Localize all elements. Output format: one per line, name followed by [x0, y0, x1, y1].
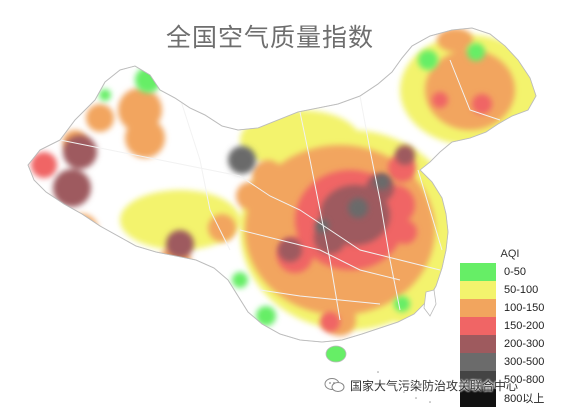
legend-label: 800以上	[504, 393, 545, 405]
legend-item: 300-500	[460, 353, 560, 371]
map-title: 全国空气质量指数	[165, 23, 374, 52]
legend-label: 150-200	[504, 320, 545, 332]
legend-label: 50-100	[504, 284, 539, 296]
legend-swatch	[460, 317, 496, 335]
china-outline	[27, 27, 537, 343]
legend-label: 300-500	[504, 356, 545, 368]
legend-title: AQI	[500, 248, 520, 260]
wechat-icon	[324, 378, 345, 392]
legend-label: 100-150	[504, 302, 545, 314]
legend-item: 0-50	[460, 263, 560, 281]
legend-swatch	[460, 371, 496, 389]
legend-label: 500-800	[504, 374, 545, 386]
legend-item: 150-200	[460, 317, 560, 335]
legend-label: 0-50	[504, 266, 527, 278]
legend-item: 800以上	[460, 389, 560, 407]
legend-swatch	[460, 353, 496, 371]
legend-swatch	[460, 389, 496, 407]
hainan-island	[325, 345, 347, 363]
legend-item: 50-100	[460, 281, 560, 299]
legend-swatch	[460, 335, 496, 353]
legend-swatch	[460, 263, 496, 281]
aqi-legend: AQI 0-50 50-100 100-150 150-200 200-300 300-5…	[460, 248, 560, 407]
legend-item: 100-150	[460, 299, 560, 317]
legend-item: 200-300	[460, 335, 560, 353]
watermark: 国家大气污染防治攻关联合中心	[324, 375, 518, 395]
legend-label: 200-300	[504, 338, 545, 350]
legend-swatch	[460, 299, 496, 317]
south-sea-islands	[377, 371, 431, 403]
legend-swatch	[460, 281, 496, 299]
legend-item: 500-800	[460, 371, 560, 389]
province-boundaries	[59, 59, 501, 321]
legend-items: 0-50 50-100 100-150 150-200 200-300 300-500 50…	[460, 263, 560, 407]
taiwan-island	[423, 289, 437, 317]
watermark-text: 国家大气污染防治攻关联合中心	[350, 378, 519, 393]
